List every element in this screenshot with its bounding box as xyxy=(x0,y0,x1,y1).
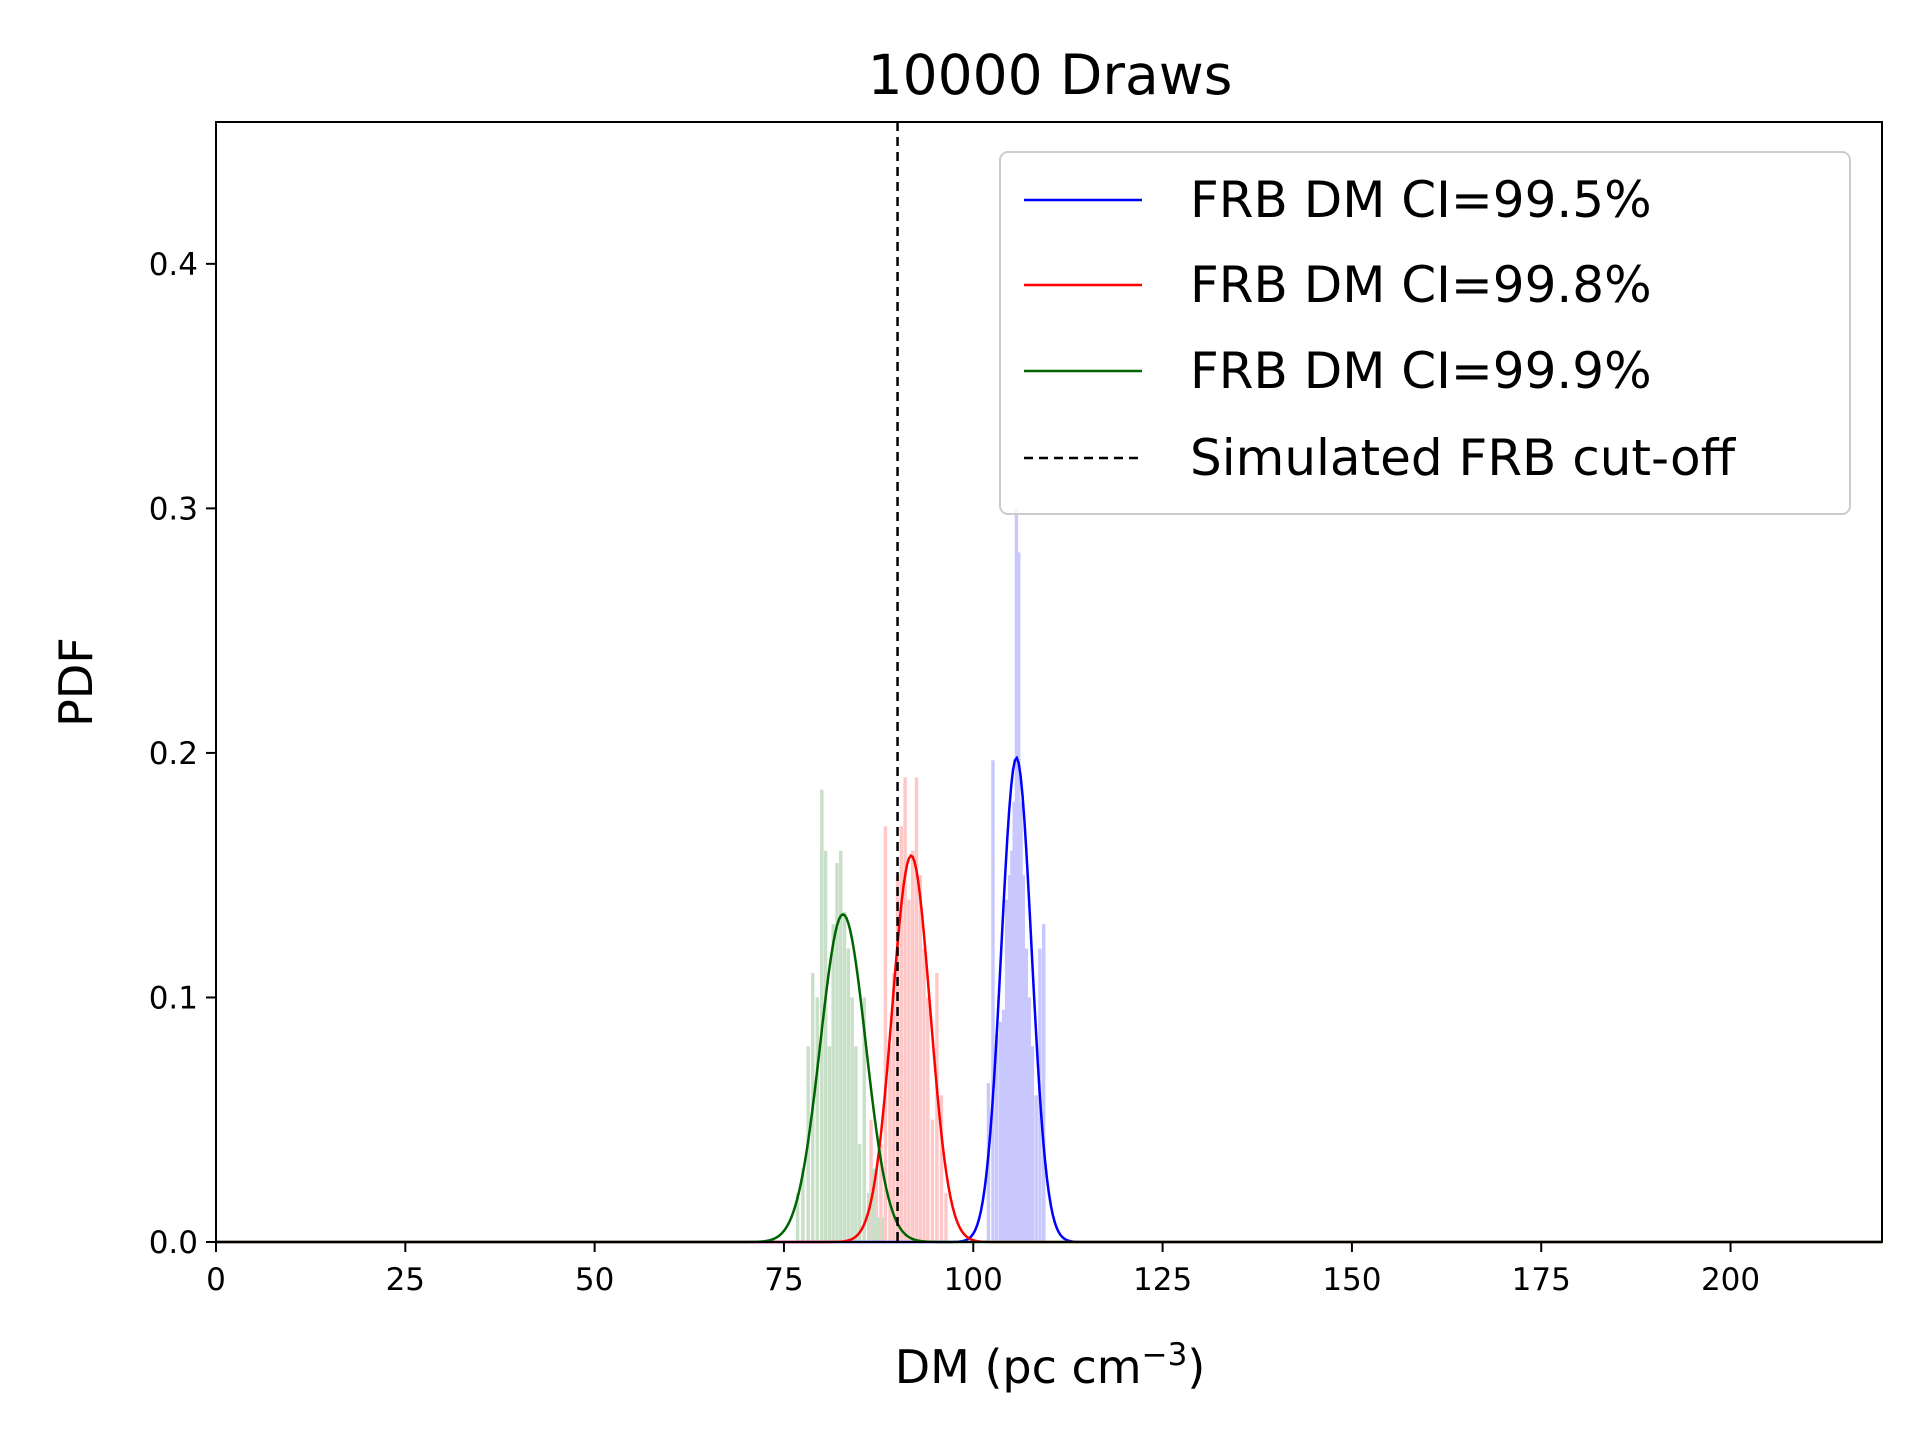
hist-bar-series-0 xyxy=(1034,1095,1038,1242)
hist-bar-series-0 xyxy=(998,1021,1003,1242)
axis-layer: 0 25 50 75 100 125 150 175 200 0.0 0.1 0.2 0.3 0.4 xyxy=(149,247,1760,1298)
x-axis-title-exponent: −3 xyxy=(1142,1337,1188,1373)
hist-bar-series-1 xyxy=(903,777,907,1242)
legend-label-99-9: FRB DM CI=99.9% xyxy=(1190,342,1652,400)
x-tick-label: 50 xyxy=(575,1262,614,1298)
hist-bar-series-2 xyxy=(850,997,854,1242)
hist-bar-series-2 xyxy=(867,1193,871,1242)
hist-bar-series-0 xyxy=(1042,924,1046,1242)
hist-bar-series-0 xyxy=(1010,850,1014,1242)
y-axis-title: PDF xyxy=(49,637,103,727)
hist-bar-series-0 xyxy=(1021,875,1025,1242)
legend-label-cutoff: Simulated FRB cut-off xyxy=(1190,429,1737,487)
chart-title: 10000 Draws xyxy=(868,43,1233,107)
hist-bar-series-0 xyxy=(1024,948,1028,1242)
hist-bar-series-1 xyxy=(899,826,904,1242)
hist-bar-series-1 xyxy=(869,1119,873,1242)
hist-bar-series-1 xyxy=(926,997,930,1242)
hist-bar-series-1 xyxy=(907,899,911,1242)
hist-bar-series-2 xyxy=(871,1168,876,1242)
hist-bar-series-1 xyxy=(930,1119,935,1242)
hist-bar-series-2 xyxy=(880,1217,885,1242)
hist-bar-series-2 xyxy=(842,911,847,1242)
hist-bar-series-1 xyxy=(935,973,939,1242)
hist-bar-series-0 xyxy=(1012,801,1016,1242)
hist-bar-series-2 xyxy=(801,1168,805,1242)
y-tick-label: 0.3 xyxy=(149,491,198,527)
x-tick-label: 150 xyxy=(1322,1262,1381,1298)
hist-bar-series-0 xyxy=(995,1034,999,1242)
hist-bar-series-0 xyxy=(1017,552,1021,1242)
hist-bar-series-2 xyxy=(831,924,835,1242)
legend-box xyxy=(999,151,1851,515)
hist-bar-series-1 xyxy=(874,1168,879,1242)
hist-bar-series-1 xyxy=(879,1144,883,1242)
hist-bar-series-1 xyxy=(918,875,922,1242)
hist-bar-series-2 xyxy=(795,1193,800,1242)
plot-frame xyxy=(215,121,1883,1243)
hist-bar-series-0 xyxy=(1030,1046,1035,1242)
hist-bar-series-0 xyxy=(1007,875,1012,1242)
hist-bar-series-0 xyxy=(1027,997,1032,1242)
legend: FRB DM CI=99.5% FRB DM CI=99.8% FRB DM C… xyxy=(999,151,1851,515)
y-tick-label: 0.1 xyxy=(149,980,198,1016)
x-axis-title-close: ) xyxy=(1187,1340,1205,1394)
hist-bar-series-2 xyxy=(857,1144,862,1242)
x-tick-label: 125 xyxy=(1133,1262,1192,1298)
x-axis-title: DM (pc cm−3) xyxy=(895,1337,1206,1394)
x-tick-label: 75 xyxy=(764,1262,803,1298)
hist-bar-series-1 xyxy=(883,826,888,1242)
hist-bar-series-2 xyxy=(876,1217,880,1242)
x-tick-label: 100 xyxy=(944,1262,1003,1298)
hist-bar-series-0 xyxy=(1014,508,1019,1242)
hist-bar-series-1 xyxy=(922,948,926,1242)
hist-bar-series-2 xyxy=(820,789,824,1242)
legend-label-99-5: FRB DM CI=99.5% xyxy=(1190,171,1652,229)
legend-label-99-8: FRB DM CI=99.8% xyxy=(1190,256,1652,314)
hist-bar-series-1 xyxy=(914,777,919,1242)
hist-bar-series-2 xyxy=(839,850,843,1242)
hist-bar-series-1 xyxy=(888,1046,892,1242)
hist-bar-series-1 xyxy=(892,973,896,1242)
hist-bar-series-2 xyxy=(835,862,839,1242)
hist-bar-series-1 xyxy=(910,850,915,1242)
hist-bar-series-2 xyxy=(854,1046,858,1242)
histogram-layer xyxy=(795,508,1046,1242)
hist-bar-series-0 xyxy=(1004,899,1009,1242)
hist-bar-series-2 xyxy=(827,1046,832,1242)
hist-bar-series-1 xyxy=(944,1193,948,1242)
hist-bar-series-2 xyxy=(815,997,819,1242)
y-tick-label: 0.4 xyxy=(149,247,198,283)
x-tick-label: 25 xyxy=(386,1262,425,1298)
hist-bar-series-0 xyxy=(991,760,995,1242)
hist-bar-series-2 xyxy=(823,850,828,1242)
y-tick-label: 0.0 xyxy=(149,1225,198,1261)
x-tick-label: 200 xyxy=(1701,1262,1760,1298)
hist-bar-series-1 xyxy=(939,1095,944,1242)
x-tick-label: 0 xyxy=(206,1262,226,1298)
hist-bar-series-2 xyxy=(846,948,851,1242)
hist-bar-series-0 xyxy=(1001,1009,1006,1242)
y-tick-label: 0.2 xyxy=(149,736,198,772)
x-axis-title-main: DM (pc cm xyxy=(895,1340,1142,1394)
x-tick-label: 175 xyxy=(1512,1262,1571,1298)
hist-bar-series-2 xyxy=(862,997,866,1242)
hist-bar-series-0 xyxy=(1019,801,1023,1242)
